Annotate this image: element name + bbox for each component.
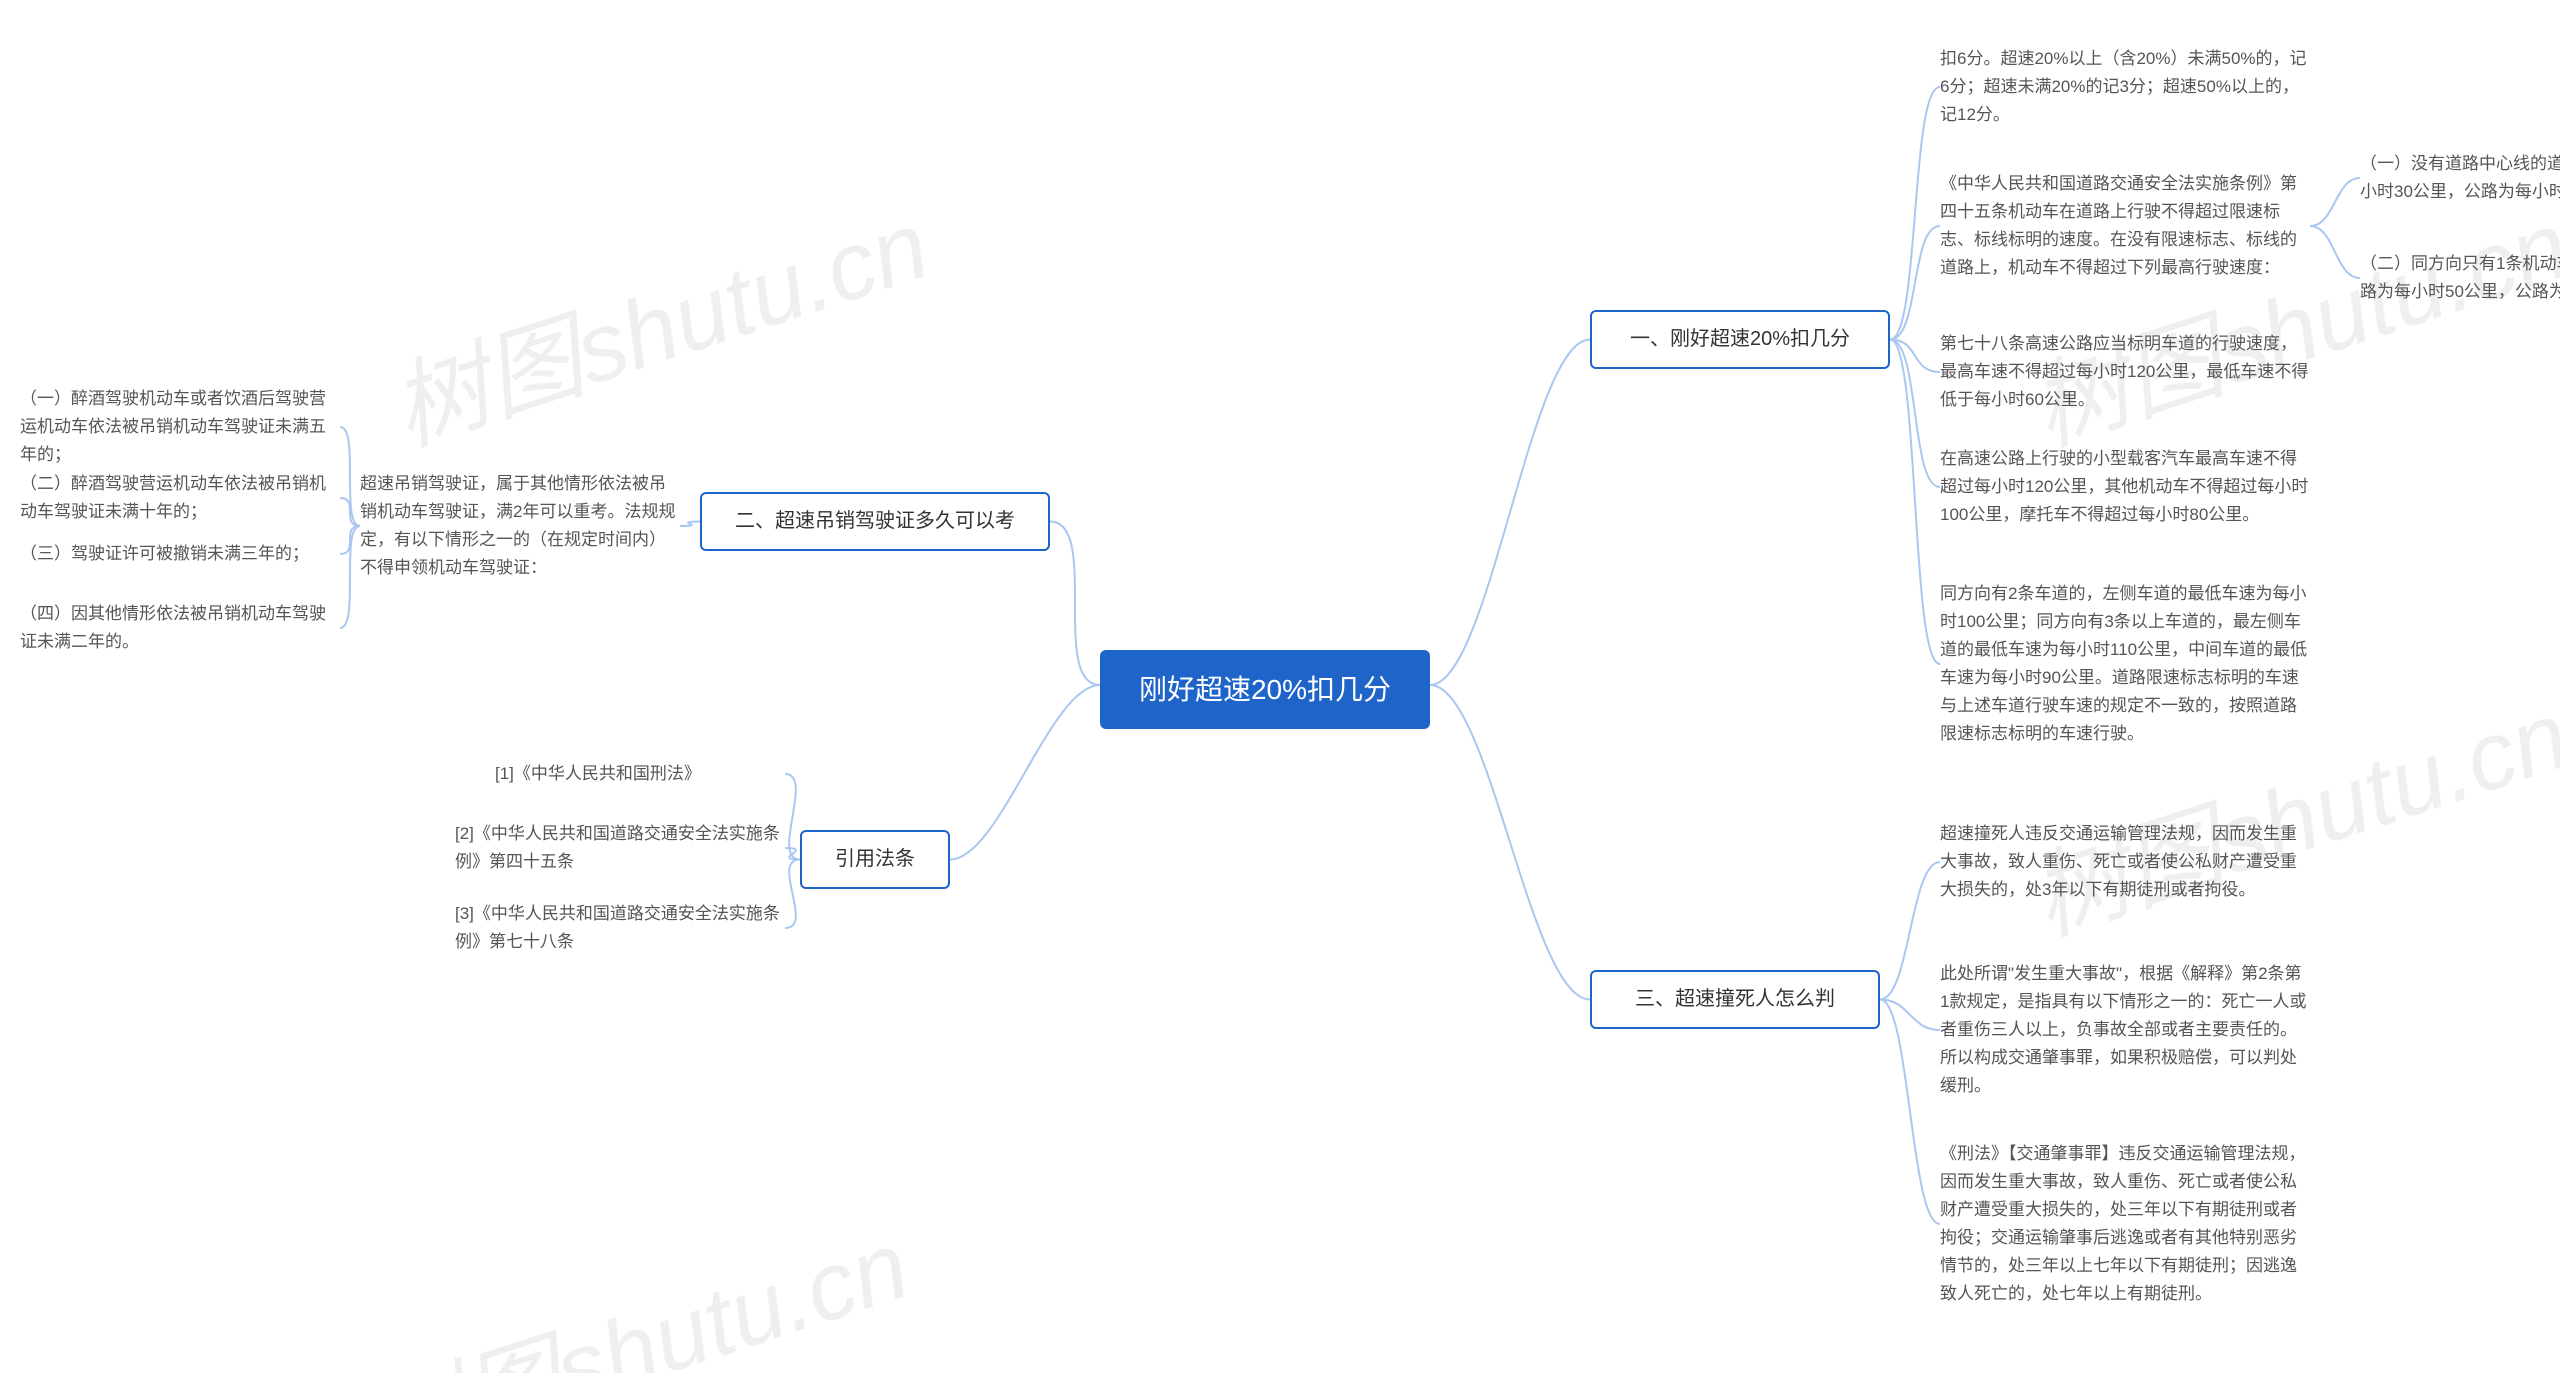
leaf-node: 此处所谓"发生重大事故"，根据《解释》第2条第1款规定，是指具有以下情形之一的：… — [1940, 960, 2310, 1100]
branch-node[interactable]: 三、超速撞死人怎么判 — [1590, 970, 1880, 1029]
branch-node[interactable]: 二、超速吊销驾驶证多久可以考 — [700, 492, 1050, 551]
leaf-node: 《刑法》【交通肇事罪】违反交通运输管理法规，因而发生重大事故，致人重伤、死亡或者… — [1940, 1140, 2310, 1308]
root-node[interactable]: 刚好超速20%扣几分 — [1100, 650, 1430, 729]
branch-node[interactable]: 引用法条 — [800, 830, 950, 889]
leaf-node: [1]《中华人民共和国刑法》 — [495, 760, 785, 788]
leaf-node: 第七十八条高速公路应当标明车道的行驶速度，最高车速不得超过每小时120公里，最低… — [1940, 330, 2310, 414]
branch-node[interactable]: 一、刚好超速20%扣几分 — [1590, 310, 1890, 369]
leaf-node: 同方向有2条车道的，左侧车道的最低车速为每小时100公里；同方向有3条以上车道的… — [1940, 580, 2310, 748]
leaf-node: 超速撞死人违反交通运输管理法规，因而发生重大事故，致人重伤、死亡或者使公私财产遭… — [1940, 820, 2310, 904]
leaf-node: （二）醉酒驾驶营运机动车依法被吊销机动车驾驶证未满十年的； — [20, 470, 340, 526]
leaf-node: （一）没有道路中心线的道路，城市道路为每小时30公里，公路为每小时40公里； — [2360, 150, 2560, 206]
leaf-node: [2]《中华人民共和国道路交通安全法实施条例》第四十五条 — [455, 820, 785, 876]
leaf-node: 《中华人民共和国道路交通安全法实施条例》第四十五条机动车在道路上行驶不得超过限速… — [1940, 170, 2310, 282]
leaf-node: （三）驾驶证许可被撤销未满三年的； — [20, 540, 340, 568]
root-label: 刚好超速20%扣几分 — [1139, 674, 1391, 705]
watermark: 树图shutu.cn — [352, 1188, 923, 1373]
branch-label: 三、超速撞死人怎么判 — [1635, 988, 1835, 1010]
branch-label: 引用法条 — [835, 848, 915, 870]
leaf-node: 在高速公路上行驶的小型载客汽车最高车速不得超过每小时120公里，其他机动车不得超… — [1940, 445, 2310, 529]
leaf-node: （一）醉酒驾驶机动车或者饮酒后驾驶营运机动车依法被吊销机动车驾驶证未满五年的； — [20, 385, 340, 469]
leaf-node: 超速吊销驾驶证，属于其他情形依法被吊销机动车驾驶证，满2年可以重考。法规规定，有… — [360, 470, 680, 582]
branch-label: 一、刚好超速20%扣几分 — [1630, 328, 1850, 350]
branch-label: 二、超速吊销驾驶证多久可以考 — [735, 510, 1015, 532]
leaf-node: 扣6分。超速20%以上（含20%）未满50%的，记6分；超速未满20%的记3分；… — [1940, 45, 2310, 129]
leaf-node: （二）同方向只有1条机动车道的道路，城市道路为每小时50公里，公路为每小时70公… — [2360, 250, 2560, 306]
leaf-node: [3]《中华人民共和国道路交通安全法实施条例》第七十八条 — [455, 900, 785, 956]
watermark: 树图shutu.cn — [372, 168, 943, 472]
leaf-node: （四）因其他情形依法被吊销机动车驾驶证未满二年的。 — [20, 600, 340, 656]
